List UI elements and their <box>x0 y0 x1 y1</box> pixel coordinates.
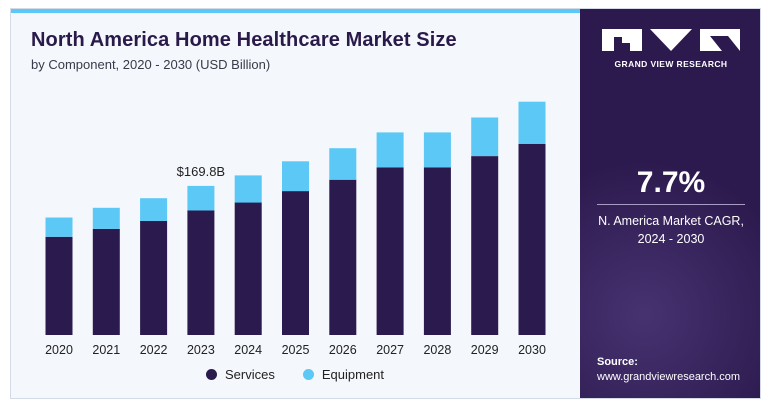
x-tick-label-2030: 2030 <box>518 343 546 357</box>
legend-swatch-services <box>206 369 217 380</box>
info-panel: GRAND VIEW RESEARCH 7.7% N. America Mark… <box>580 9 760 398</box>
chart-title: North America Home Healthcare Market Siz… <box>31 29 457 51</box>
bar-services-2022 <box>140 221 168 335</box>
bar-equipment-2024 <box>234 175 262 203</box>
bar-equipment-2026 <box>329 148 357 180</box>
bar-equipment-2027 <box>376 132 404 168</box>
bar-services-2029 <box>471 156 499 335</box>
legend: Services Equipment <box>206 367 384 382</box>
bar-equipment-2025 <box>282 161 309 192</box>
stacked-bar-chart: 2020 2021 2022 2023 2024 2025 2026 2027 2028 2029… <box>45 101 546 357</box>
x-tick-label-2027: 2027 <box>376 343 404 357</box>
bar-equipment-2030 <box>518 101 546 144</box>
x-tick-label-2021: 2021 <box>92 343 120 357</box>
source-title: Source: <box>597 356 638 368</box>
legend-swatch-equipment <box>302 369 314 380</box>
legend-item-equipment: Equipment <box>302 367 385 382</box>
legend-label-services: Services <box>225 367 275 382</box>
bar-services-2025 <box>282 191 309 335</box>
cagr-label-line2: 2024 - 2030 <box>637 232 705 246</box>
chart-card: North America Home Healthcare Market Siz… <box>10 8 761 399</box>
bar-services-2027 <box>376 167 404 335</box>
bar-equipment-2020 <box>45 217 73 237</box>
cagr-divider <box>597 204 745 205</box>
source-note: Source: www.grandviewresearch.com <box>597 355 740 385</box>
bar-services-2023 <box>187 210 215 335</box>
chart-subtitle: by Component, 2020 - 2030 (USD Billion) <box>31 57 271 72</box>
bar-equipment-2022 <box>140 198 168 221</box>
x-tick-label-2024: 2024 <box>234 343 262 357</box>
legend-item-services: Services <box>206 367 275 382</box>
bar-services-2030 <box>518 143 546 335</box>
accent-line <box>11 9 580 13</box>
bar-services-2028 <box>423 167 451 335</box>
bar-services-2026 <box>329 179 357 335</box>
bar-equipment-2028 <box>423 132 451 168</box>
x-tick-label-2023: 2023 <box>187 343 215 357</box>
legend-label-equipment: Equipment <box>321 367 385 382</box>
cagr-label-line1: N. America Market CAGR, <box>598 214 744 228</box>
grand-view-research-logo-icon <box>602 29 740 51</box>
data-label-2023: $169.8B <box>177 164 225 179</box>
x-tick-label-2025: 2025 <box>282 343 310 357</box>
bar-equipment-2029 <box>471 117 499 157</box>
bar-services-2021 <box>92 228 120 335</box>
source-url: www.grandviewresearch.com <box>597 371 741 383</box>
x-tick-label-2029: 2029 <box>471 343 499 357</box>
x-tick-label-2026: 2026 <box>329 343 357 357</box>
bar-equipment-2023 <box>187 185 215 211</box>
bar-services-2024 <box>234 202 262 335</box>
x-tick-label-2028: 2028 <box>423 343 451 357</box>
x-tick-label-2020: 2020 <box>45 343 73 357</box>
bar-equipment-2021 <box>92 207 120 229</box>
brand-name: GRAND VIEW RESEARCH <box>614 59 728 69</box>
cagr-value: 7.7% <box>636 166 706 199</box>
panel-background-glow <box>580 159 760 398</box>
bar-services-2020 <box>45 236 73 335</box>
cagr-label: N. America Market CAGR, 2024 - 2030 <box>580 212 760 248</box>
x-tick-label-2022: 2022 <box>140 343 168 357</box>
